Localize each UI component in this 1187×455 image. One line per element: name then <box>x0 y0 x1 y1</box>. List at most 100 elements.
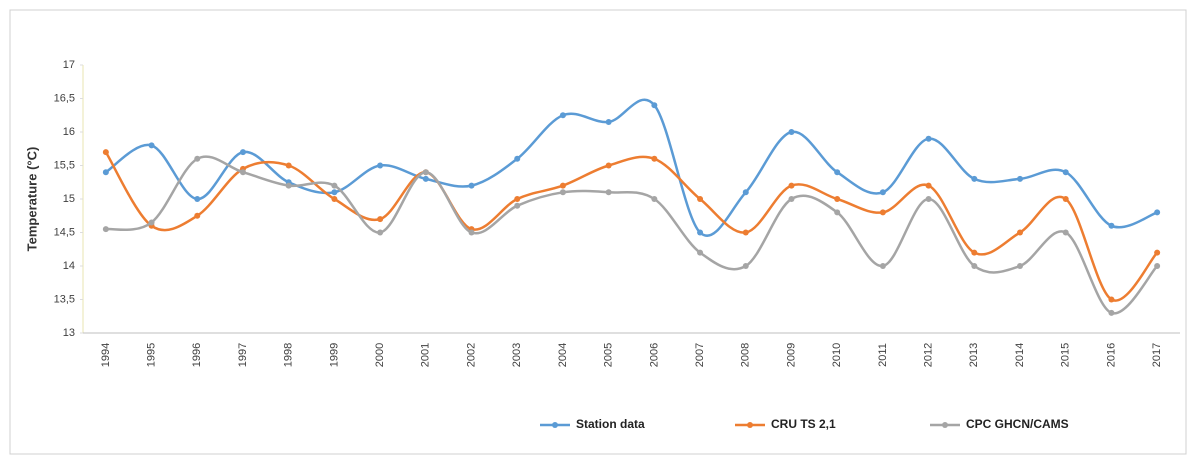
y-tick-label: 16 <box>63 126 75 138</box>
point <box>1017 263 1024 269</box>
x-tick-label: 2016 <box>1105 343 1117 367</box>
point <box>1154 209 1161 216</box>
x-tick-label: 2015 <box>1060 343 1072 367</box>
point <box>331 182 338 189</box>
point <box>331 189 338 196</box>
point <box>971 175 978 182</box>
point <box>559 189 566 196</box>
point <box>605 189 612 196</box>
point <box>788 182 795 189</box>
point <box>285 182 292 189</box>
y-tick-label: 17 <box>63 59 75 71</box>
x-tick-label: 2010 <box>831 343 843 367</box>
x-tick-label: 1994 <box>100 343 112 367</box>
point <box>285 162 292 169</box>
point <box>742 263 749 269</box>
point <box>514 202 521 209</box>
x-tick-label: 1999 <box>328 343 340 367</box>
point <box>1108 309 1115 316</box>
y-tick-label: 16,5 <box>54 92 75 104</box>
point <box>194 155 201 162</box>
point <box>651 196 658 202</box>
x-tick-label: 1996 <box>191 343 203 367</box>
point <box>1108 222 1115 229</box>
y-tick-label: 13,5 <box>54 293 75 305</box>
point <box>605 118 612 125</box>
series-line <box>104 151 1159 302</box>
x-tick-label: 1998 <box>283 343 295 367</box>
point <box>605 162 612 169</box>
series-line <box>105 98 1158 237</box>
point <box>559 182 566 189</box>
x-tick-label: 2002 <box>465 343 477 367</box>
point <box>834 196 841 202</box>
legend-marker <box>747 422 753 428</box>
point <box>239 149 246 156</box>
point <box>879 189 886 196</box>
point <box>194 212 201 219</box>
point <box>1062 196 1069 202</box>
point <box>102 169 109 176</box>
x-tick-label: 2013 <box>968 343 980 367</box>
point <box>925 196 932 202</box>
point <box>377 162 384 169</box>
point <box>514 196 521 202</box>
x-tick-label: 2004 <box>557 343 569 367</box>
point <box>834 169 841 176</box>
x-tick-label: 2005 <box>603 343 615 367</box>
point <box>1154 249 1161 256</box>
x-tick-label: 2009 <box>785 343 797 367</box>
point <box>102 226 109 233</box>
point <box>1017 175 1024 182</box>
point <box>377 229 384 236</box>
legend-label: Station data <box>576 417 645 431</box>
point <box>1017 229 1024 236</box>
x-tick-label: 2012 <box>923 343 935 367</box>
point <box>422 169 429 176</box>
point <box>925 182 932 189</box>
y-tick-label: 14,5 <box>54 226 75 238</box>
point <box>468 182 475 189</box>
point <box>514 155 521 162</box>
x-tick-label: 2001 <box>420 343 432 367</box>
point <box>239 169 246 176</box>
x-tick-label: 2007 <box>694 343 706 367</box>
point <box>788 129 795 135</box>
point <box>697 229 704 236</box>
point <box>559 112 566 119</box>
point <box>148 142 155 149</box>
point <box>148 219 155 226</box>
point <box>971 263 978 269</box>
point <box>697 249 704 256</box>
x-tick-label: 2011 <box>877 343 889 367</box>
point <box>1062 229 1069 236</box>
x-tick-label: 2006 <box>648 343 660 367</box>
x-tick-label: 2000 <box>374 343 386 367</box>
point <box>102 149 109 156</box>
point <box>788 196 795 202</box>
point <box>1108 296 1115 303</box>
x-tick-label: 2017 <box>1151 343 1163 367</box>
point <box>925 135 932 142</box>
point <box>697 196 704 202</box>
point <box>879 263 886 269</box>
y-tick-label: 15,5 <box>54 159 75 171</box>
x-tick-label: 1997 <box>237 343 249 367</box>
x-tick-label: 2008 <box>740 343 752 367</box>
point <box>377 216 384 223</box>
legend-marker <box>942 422 948 428</box>
y-tick-label: 15 <box>63 193 75 205</box>
point <box>651 102 658 109</box>
point <box>879 209 886 216</box>
point <box>742 189 749 196</box>
point <box>1062 169 1069 176</box>
x-tick-label: 2014 <box>1014 343 1026 367</box>
point <box>422 175 429 182</box>
chart-border <box>9 9 1187 455</box>
legend-label: CPC GHCN/CAMS <box>966 417 1069 431</box>
legend-marker <box>552 422 558 428</box>
point <box>742 229 749 236</box>
y-axis-title: Temperature (°C) <box>24 147 39 252</box>
